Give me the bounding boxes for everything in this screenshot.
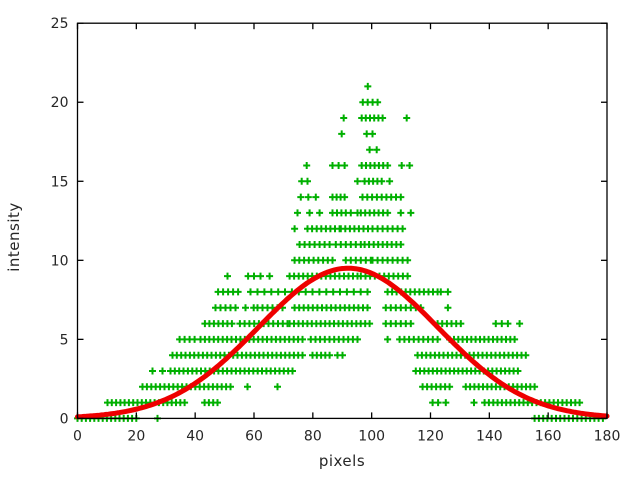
x-tick-label: 180 [594,428,621,444]
x-tick-label: 0 [73,428,82,444]
x-tick-label: 20 [127,428,145,444]
scatter-points [74,82,607,422]
x-tick-label: 120 [417,428,444,444]
y-axis-label: intensity [5,202,23,272]
y-tick-label: 25 [51,16,69,32]
y-tick-label: 0 [60,411,69,427]
x-axis-label: pixels [318,452,366,470]
x-tick-label: 80 [304,428,322,444]
y-tick-label: 15 [51,174,69,190]
x-tick-label: 40 [186,428,204,444]
y-tick-label: 5 [60,332,69,348]
plot-border [76,22,608,420]
x-tick-label: 160 [535,428,562,444]
y-tick-label: 10 [51,253,69,269]
y-tick-label: 20 [51,95,69,111]
x-tick-label: 60 [245,428,263,444]
x-tick-label: 100 [358,428,385,444]
x-tick-label: 140 [476,428,503,444]
fit-curve [75,265,610,420]
